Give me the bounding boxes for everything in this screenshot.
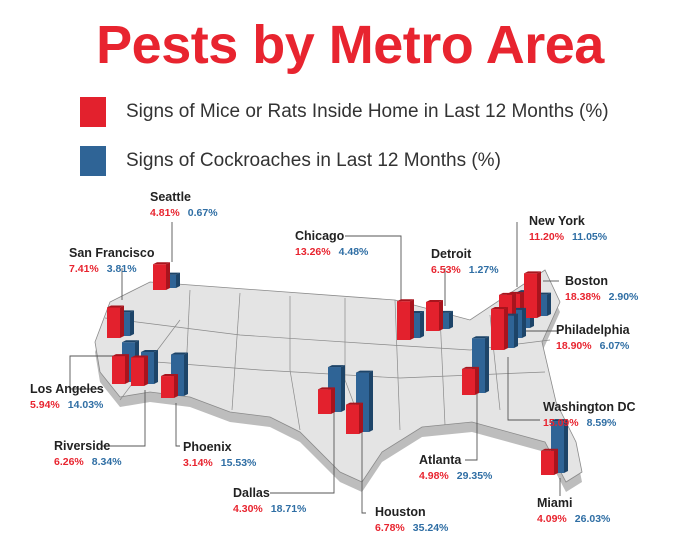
rat-bar xyxy=(397,299,414,340)
city-label-phoenix: Phoenix 3.14% 15.53% xyxy=(183,440,256,469)
rats-value: 13.26% xyxy=(295,246,331,258)
rat-bar xyxy=(107,305,124,338)
roaches-value: 8.34% xyxy=(91,456,122,468)
rats-value: 4.09% xyxy=(537,513,567,525)
city-name: Boston xyxy=(565,274,609,288)
rats-value: 4.81% xyxy=(150,207,180,219)
page-title: Pests by Metro Area xyxy=(96,15,604,75)
city-name: San Francisco xyxy=(69,246,155,260)
roaches-value: 0.67% xyxy=(187,207,218,219)
leader-lines xyxy=(69,222,561,514)
roaches-value: 35.24% xyxy=(412,522,449,534)
blue-swatch-icon xyxy=(80,146,106,176)
city-label-detroit: Detroit 6.53% 1.27% xyxy=(431,247,499,276)
rats-value: 18.38% xyxy=(565,291,601,303)
city-label-san-francisco: San Francisco 7.41% 3.81% xyxy=(69,246,154,275)
city-label-new-york: New York 11.20% 11.05% xyxy=(529,214,607,243)
city-name: Detroit xyxy=(431,247,472,261)
legend-label: Signs of Mice or Rats Inside Home in Las… xyxy=(126,101,609,122)
roaches-value: 2.90% xyxy=(608,291,639,303)
city-name: Seattle xyxy=(150,190,191,204)
rat-bar xyxy=(491,307,508,350)
roaches-value: 6.07% xyxy=(599,340,630,352)
city-label-miami: Miami 4.09% 26.03% xyxy=(537,496,610,525)
city-label-houston: Houston 6.78% 35.24% xyxy=(375,505,448,534)
city-label-los-angeles: Los Angeles 5.94% 14.03% xyxy=(30,382,104,411)
rat-bar xyxy=(462,366,479,395)
rats-value: 4.98% xyxy=(419,470,449,482)
legend-item-rats: Signs of Mice or Rats Inside Home in Las… xyxy=(80,97,609,127)
city-name: Houston xyxy=(375,505,426,519)
city-label-philadelphia: Philadelphia 18.90% 6.07% xyxy=(556,323,630,352)
city-name: Los Angeles xyxy=(30,382,104,396)
roaches-value: 11.05% xyxy=(572,231,608,243)
rats-value: 6.78% xyxy=(375,522,405,534)
rat-bar xyxy=(153,262,170,290)
city-label-chicago: Chicago 13.26% 4.48% xyxy=(295,229,368,258)
city-name: New York xyxy=(529,214,585,228)
roaches-value: 26.03% xyxy=(574,513,611,525)
bars-layer xyxy=(107,262,568,475)
city-label-riverside: Riverside 6.26% 8.34% xyxy=(54,439,122,468)
rat-bar xyxy=(524,271,541,318)
rats-value: 5.94% xyxy=(30,399,60,411)
rats-value: 4.30% xyxy=(233,503,263,515)
roaches-value: 14.03% xyxy=(67,399,104,411)
city-name: Atlanta xyxy=(419,453,462,467)
rat-bar xyxy=(131,355,148,386)
roaches-value: 18.71% xyxy=(270,503,307,515)
roaches-value: 8.59% xyxy=(586,417,617,429)
rats-value: 7.41% xyxy=(69,263,99,275)
city-name: Miami xyxy=(537,496,573,510)
city-name: Riverside xyxy=(54,439,111,453)
rat-bar xyxy=(346,402,363,434)
rats-value: 6.53% xyxy=(431,264,461,276)
rats-value: 11.20% xyxy=(529,231,565,243)
roaches-value: 15.53% xyxy=(220,457,257,469)
city-name: Washington DC xyxy=(543,400,636,414)
roaches-value: 1.27% xyxy=(468,264,499,276)
city-name: Dallas xyxy=(233,486,270,500)
rat-bar xyxy=(161,374,178,398)
city-label-seattle: Seattle 4.81% 0.67% xyxy=(150,190,218,219)
rat-bar xyxy=(318,387,335,414)
rats-value: 18.90% xyxy=(556,340,592,352)
rats-value: 6.26% xyxy=(54,456,84,468)
city-label-dallas: Dallas 4.30% 18.71% xyxy=(233,486,306,515)
city-name: Philadelphia xyxy=(556,323,630,337)
roaches-value: 4.48% xyxy=(338,246,369,258)
city-label-boston: Boston 18.38% 2.90% xyxy=(565,274,638,303)
rats-value: 15.09% xyxy=(543,417,579,429)
rat-bar xyxy=(541,448,558,475)
city-label-atlanta: Atlanta 4.98% 29.35% xyxy=(419,453,492,482)
red-swatch-icon xyxy=(80,97,106,127)
rat-bar xyxy=(426,300,443,331)
legend-label: Signs of Cockroaches in Last 12 Months (… xyxy=(126,150,501,171)
rat-bar xyxy=(112,354,129,384)
legend-item-roaches: Signs of Cockroaches in Last 12 Months (… xyxy=(80,146,501,176)
city-name: Chicago xyxy=(295,229,345,243)
roaches-value: 29.35% xyxy=(456,470,493,482)
city-label-washington-dc: Washington DC 15.09% 8.59% xyxy=(543,400,636,429)
roaches-value: 3.81% xyxy=(106,263,137,275)
rats-value: 3.14% xyxy=(183,457,213,469)
city-name: Phoenix xyxy=(183,440,232,454)
